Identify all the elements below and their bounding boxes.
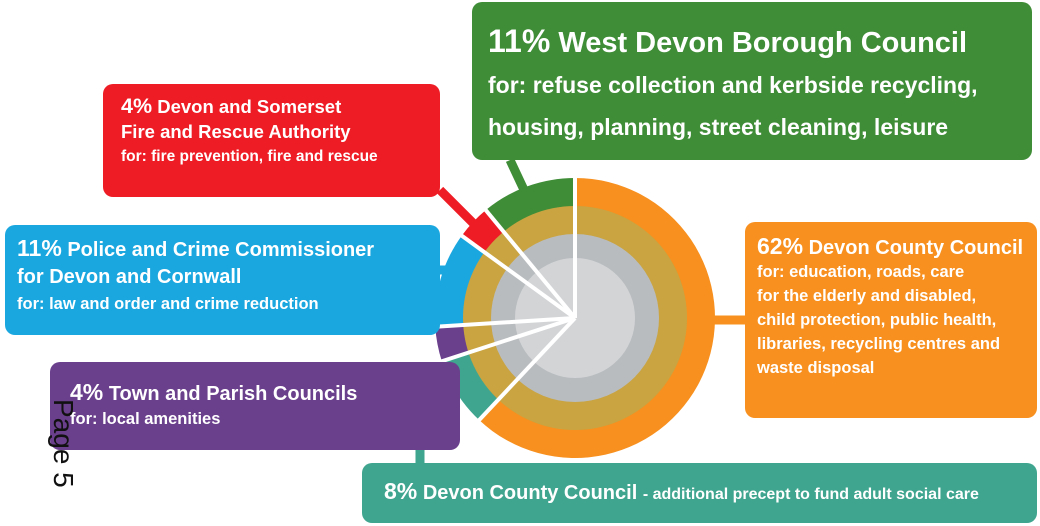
segment-box: 11% Police and Crime Commissioner for Dev… xyxy=(5,225,440,335)
percent-label: 4% xyxy=(70,379,104,405)
page-label: Page 5 xyxy=(48,399,79,488)
divider xyxy=(476,316,577,423)
spokes xyxy=(433,176,577,423)
percent-label: 4% xyxy=(121,94,153,118)
percent-label: 8% xyxy=(384,478,418,504)
segment-box: 4% Town and Parish Councils for: local am… xyxy=(50,362,460,450)
divider xyxy=(433,316,576,329)
description: for the elderly and disabled, xyxy=(757,287,977,305)
description: for: education, roads, care xyxy=(757,263,965,281)
title: Devon and Somerset xyxy=(157,96,342,117)
description: housing, planning, street cleaning, leis… xyxy=(488,114,949,140)
title: West Devon Borough Council xyxy=(558,27,968,59)
description: - additional precept to fund adult socia… xyxy=(642,486,979,503)
description: for: refuse collection and kerbside recy… xyxy=(488,72,978,98)
description: for: law and order and crime reduction xyxy=(17,295,319,313)
percent-label: 11% xyxy=(17,235,62,261)
segment xyxy=(435,324,473,362)
title: Police and Crime Commissioner xyxy=(67,239,375,261)
description: for: fire prevention, fire and rescue xyxy=(121,148,378,165)
segment-box: 4% Devon and Somerset Fire and Rescue Aut… xyxy=(103,84,440,197)
title-line: Fire and Rescue Authority xyxy=(121,121,351,142)
percent-label: 62% xyxy=(757,233,804,259)
title-line: 4% Devon and Somerset xyxy=(121,94,422,119)
description: for: local amenities xyxy=(70,410,221,428)
title: Devon County Council xyxy=(422,482,638,504)
title-line: for Devon and Cornwall xyxy=(17,266,242,288)
percent-label: 11% xyxy=(488,23,551,59)
divider xyxy=(439,316,576,364)
segment xyxy=(485,178,575,235)
segment-box: 11% West Devon Borough Council for: refus… xyxy=(472,2,1032,160)
divider xyxy=(482,207,577,320)
title-line: 11% West Devon Borough Council xyxy=(488,20,1016,64)
description: libraries, recycling centres and xyxy=(757,335,1001,353)
description: waste disposal xyxy=(757,359,875,377)
title: Town and Parish Councils xyxy=(108,383,358,405)
title-line: 8% Devon County Council - additional pre… xyxy=(384,479,1015,507)
title: Devon County Council xyxy=(808,237,1024,259)
connector xyxy=(505,158,530,194)
segment xyxy=(435,235,488,327)
title-line: 4% Town and Parish Councils xyxy=(70,380,444,407)
segment-box: 62% Devon County Council for: education, … xyxy=(745,222,1037,418)
segment xyxy=(479,178,715,459)
segment-box: 8% Devon County Council - additional pre… xyxy=(362,463,1037,523)
title-line: 11% Police and Crime Commissioner xyxy=(17,235,428,264)
divider xyxy=(458,232,577,320)
description: child protection, public health, xyxy=(757,311,997,329)
ring xyxy=(435,178,715,459)
title-line: 62% Devon County Council xyxy=(757,234,1025,260)
